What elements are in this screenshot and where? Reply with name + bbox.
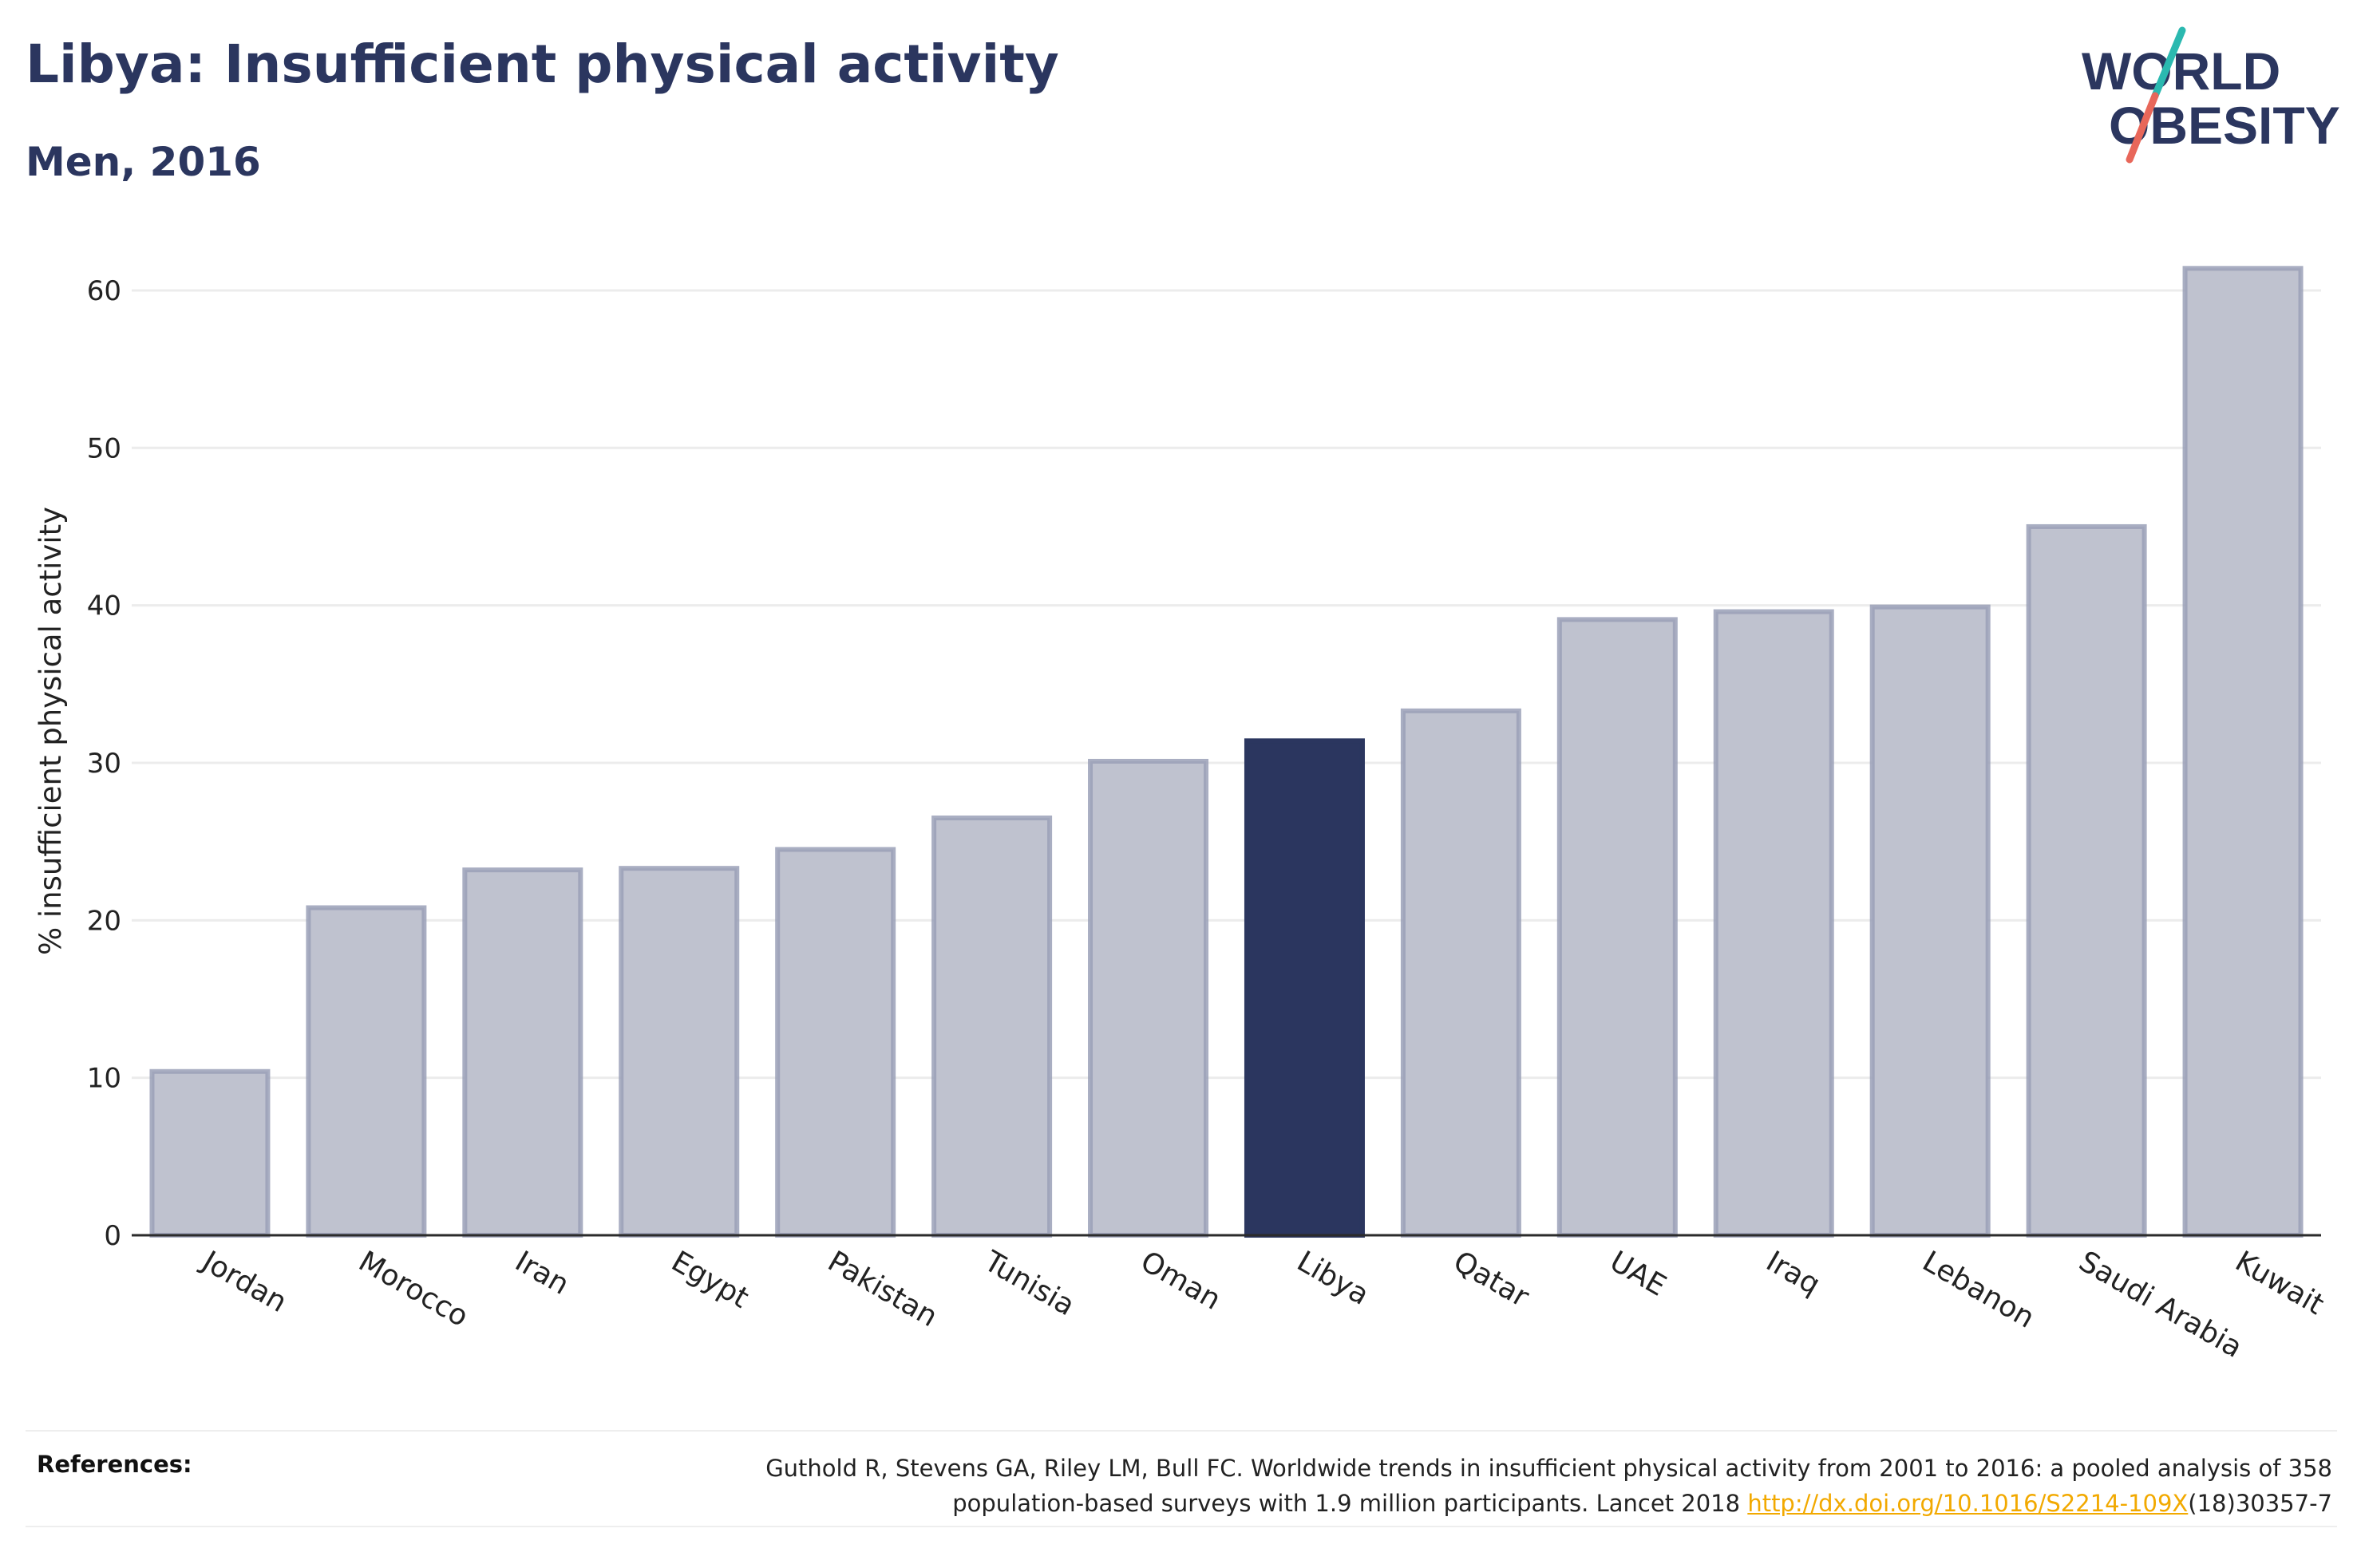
doi-link[interactable]: http://dx.doi.org/10.1016/S2214-109X xyxy=(1747,1490,2189,1517)
reference-line-1: Guthold R, Stevens GA, Riley LM, Bull FC… xyxy=(765,1455,2332,1482)
y-axis-title: % insufficient physical activity xyxy=(34,507,68,955)
chart-title: Libya: Insufficient physical activity xyxy=(26,34,1059,95)
x-tick-label: Tunisia xyxy=(978,1245,1080,1322)
reference-line-2-text: population-based surveys with 1.9 millio… xyxy=(952,1490,1748,1517)
x-tick-label: Lebanon xyxy=(1917,1245,2040,1335)
bar-iran xyxy=(462,867,583,1238)
x-tick-label: Iran xyxy=(509,1245,574,1301)
bar-qatar xyxy=(1400,708,1521,1238)
bar-libya xyxy=(1244,738,1365,1238)
world-obesity-logo: WORLD OBESITY xyxy=(2082,26,2340,164)
y-tick-label: 10 xyxy=(87,1063,121,1095)
logo-slash-coral xyxy=(2126,92,2159,164)
bar-uae xyxy=(1556,617,1678,1238)
x-tick-label: Kuwait xyxy=(2230,1245,2330,1321)
y-tick-label: 0 xyxy=(104,1220,121,1252)
bar-jordan xyxy=(149,1068,271,1238)
bar-iraq xyxy=(1713,609,1834,1238)
y-tick-label: 60 xyxy=(87,275,121,307)
footer-divider-top xyxy=(26,1430,2337,1432)
x-tick-label: Libya xyxy=(1291,1245,1374,1312)
references-label: References: xyxy=(37,1451,192,1478)
x-tick-label: Pakistan xyxy=(822,1245,943,1333)
footer-divider-bottom xyxy=(26,1526,2337,1527)
bar-lebanon xyxy=(1869,604,1991,1238)
y-tick-label: 40 xyxy=(87,590,121,622)
reference-line-2-suffix: (18)30357-7 xyxy=(2188,1490,2332,1517)
x-tick-label: Oman xyxy=(1135,1245,1226,1317)
bar-egypt xyxy=(619,866,740,1238)
bar-oman xyxy=(1088,758,1209,1238)
logo-word-world: WORLD xyxy=(2082,41,2280,101)
x-tick-label: Saudi Arabia xyxy=(2074,1245,2248,1365)
y-tick-label: 30 xyxy=(87,748,121,780)
y-tick-label: 20 xyxy=(87,905,121,937)
y-tick-label: 50 xyxy=(87,432,121,464)
bar-saudi-arabia xyxy=(2026,523,2147,1238)
x-tick-label: Iraq xyxy=(1761,1245,1825,1301)
bar-tunisia xyxy=(931,816,1053,1238)
x-tick-label: Jordan xyxy=(196,1244,292,1319)
x-tick-label: Morocco xyxy=(353,1245,473,1333)
chart-subtitle: Men, 2016 xyxy=(26,139,261,185)
bar-pakistan xyxy=(775,847,896,1238)
x-tick-label: Qatar xyxy=(1448,1245,1534,1313)
reference-line-2: population-based surveys with 1.9 millio… xyxy=(765,1486,2332,1521)
references-text: Guthold R, Stevens GA, Riley LM, Bull FC… xyxy=(765,1451,2332,1521)
bar-morocco xyxy=(306,905,427,1238)
x-tick-label: Egypt xyxy=(666,1245,753,1314)
bar-chart: 0 10 20 30 40 50 60 % insufficient physical act… xyxy=(34,266,2330,1365)
bar-kuwait xyxy=(2182,266,2304,1238)
x-tick-label: UAE xyxy=(1604,1245,1671,1302)
logo-slash-teal xyxy=(2151,26,2186,100)
